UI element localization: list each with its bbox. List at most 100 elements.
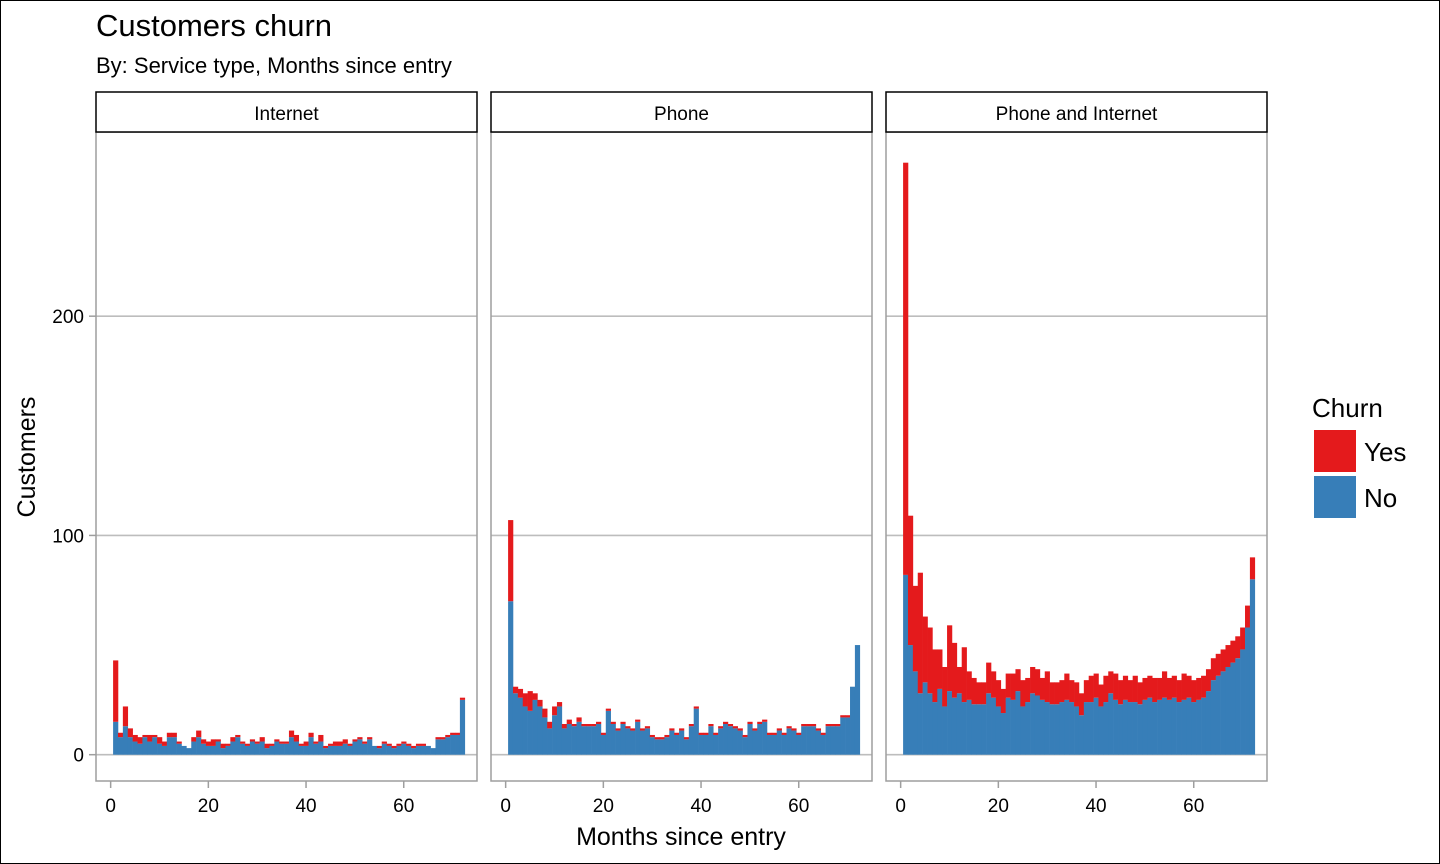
bar-yes xyxy=(1205,669,1212,692)
bar-no xyxy=(796,734,802,755)
bar-yes xyxy=(732,726,738,729)
bar-yes xyxy=(1196,677,1202,700)
bar-yes xyxy=(367,737,373,740)
bar-yes xyxy=(328,743,334,746)
bar-no xyxy=(1142,699,1148,755)
bar-yes xyxy=(566,719,572,724)
bar-no xyxy=(981,704,987,755)
bar-yes xyxy=(1059,680,1065,703)
bar-yes xyxy=(1054,682,1060,705)
bar-no xyxy=(713,734,719,755)
bar-yes xyxy=(308,732,314,738)
bar-yes xyxy=(415,743,422,746)
bar-yes xyxy=(318,734,324,742)
bar-no xyxy=(117,737,124,755)
bar-no xyxy=(1166,699,1173,755)
bar-yes xyxy=(703,732,709,735)
bar-no xyxy=(625,728,631,755)
bar-no xyxy=(279,743,285,755)
bar-no xyxy=(649,737,655,755)
bar-no xyxy=(1127,702,1133,755)
bar-no xyxy=(912,671,919,755)
bar-yes xyxy=(512,686,519,694)
bar-no xyxy=(1108,693,1114,755)
y-tick-label: 200 xyxy=(52,307,84,328)
bar-no xyxy=(991,697,997,755)
bar-yes xyxy=(912,585,919,672)
bar-no xyxy=(1225,666,1231,755)
bar-no xyxy=(450,734,456,755)
bar-yes xyxy=(522,693,528,707)
bar-yes xyxy=(956,666,963,694)
bar-no xyxy=(605,710,611,755)
bar-yes xyxy=(991,671,997,698)
bar-yes xyxy=(840,715,846,718)
bar-yes xyxy=(264,743,270,749)
bar-yes xyxy=(752,728,758,731)
bar-yes xyxy=(376,745,383,749)
bar-no xyxy=(961,702,967,755)
bar-no xyxy=(215,741,221,755)
bar-no xyxy=(1005,697,1011,755)
bar-no xyxy=(1098,706,1104,755)
bar-no xyxy=(1137,704,1143,755)
bar-no xyxy=(752,730,758,755)
bar-no xyxy=(766,734,773,755)
legend-swatch xyxy=(1314,476,1356,518)
bar-no xyxy=(776,730,782,755)
bar-yes xyxy=(113,660,119,722)
bar-yes xyxy=(459,697,466,700)
panel-border xyxy=(490,131,873,782)
bar-no xyxy=(371,745,378,755)
bar-no xyxy=(1000,713,1006,755)
bar-no xyxy=(1093,697,1099,755)
legend-swatch xyxy=(1314,430,1356,472)
bar-no xyxy=(362,743,368,755)
bar-yes xyxy=(947,625,953,692)
bar-no xyxy=(1171,697,1177,755)
bar-yes xyxy=(742,734,748,738)
bar-yes xyxy=(727,723,734,727)
bar-yes xyxy=(1137,682,1143,705)
bar-yes xyxy=(1015,669,1021,692)
bar-yes xyxy=(1118,680,1124,705)
bar-no xyxy=(1147,697,1153,755)
bar-no xyxy=(1030,693,1036,755)
bar-yes xyxy=(757,721,763,724)
bar-yes xyxy=(517,688,524,698)
bar-no xyxy=(552,715,558,755)
bar-no xyxy=(293,741,300,755)
bar-yes xyxy=(723,721,729,724)
bar-no xyxy=(1191,702,1197,755)
bar-yes xyxy=(995,680,1002,707)
x-tick-label: 40 xyxy=(295,796,316,817)
bar-yes xyxy=(610,721,616,724)
bar-no xyxy=(907,645,914,755)
bar-no xyxy=(1034,695,1041,755)
bar-no xyxy=(1025,702,1031,755)
bar-yes xyxy=(693,706,699,709)
bar-yes xyxy=(1078,693,1085,716)
bar-yes xyxy=(630,728,636,731)
bar-yes xyxy=(820,732,826,735)
bar-no xyxy=(186,748,192,755)
bar-no xyxy=(512,693,519,755)
bar-no xyxy=(762,721,768,755)
bar-yes xyxy=(1191,680,1197,703)
bar-no xyxy=(1181,699,1187,755)
bar-yes xyxy=(537,699,543,707)
bar-no xyxy=(1088,702,1094,755)
panel-border xyxy=(95,131,478,782)
bar-no xyxy=(635,721,641,755)
bar-yes xyxy=(1210,658,1217,681)
bar-yes xyxy=(362,741,368,744)
bar-yes xyxy=(1122,675,1129,700)
bar-yes xyxy=(1074,682,1080,707)
bar-no xyxy=(210,745,216,755)
bar-no xyxy=(786,728,792,755)
bar-yes xyxy=(698,732,704,735)
bar-yes xyxy=(1113,673,1119,700)
bar-yes xyxy=(332,741,339,746)
bar-no xyxy=(1039,699,1046,755)
